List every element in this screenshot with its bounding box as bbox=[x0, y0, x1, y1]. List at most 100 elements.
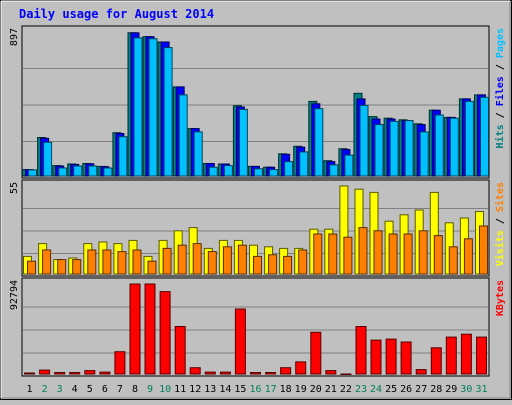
bar-kbytes-day-1 bbox=[24, 372, 35, 375]
x-tick-label-28: 28 bbox=[430, 384, 442, 395]
bar-pages-day-25 bbox=[389, 120, 399, 177]
panel-3: 92794 KBytes bbox=[9, 277, 506, 377]
panel-legend: Hits / Files / Pages bbox=[494, 28, 506, 148]
x-tick-label-8: 8 bbox=[132, 384, 138, 395]
chart-title: Daily usage for August 2014 bbox=[19, 7, 214, 21]
bar-pages-day-27 bbox=[419, 131, 429, 177]
bar-pages-day-4 bbox=[73, 165, 83, 177]
bar-pages-day-10 bbox=[163, 47, 173, 177]
x-tick-label-5: 5 bbox=[87, 384, 93, 395]
x-tick-label-13: 13 bbox=[204, 384, 216, 395]
series-sites bbox=[27, 225, 488, 275]
x-tick-label-26: 26 bbox=[400, 384, 412, 395]
bar-sites-day-29 bbox=[448, 246, 458, 275]
panel-ymax-label: 897 bbox=[9, 28, 20, 46]
bar-kbytes-day-11 bbox=[174, 326, 186, 375]
bar-sites-day-6 bbox=[102, 249, 112, 275]
bar-sites-day-22 bbox=[343, 236, 353, 275]
bar-kbytes-day-21 bbox=[325, 370, 337, 375]
bar-pages-day-2 bbox=[43, 141, 53, 177]
legend-visits: Visits bbox=[494, 230, 506, 266]
legend-separator: / bbox=[495, 106, 506, 124]
bar-pages-day-30 bbox=[464, 100, 474, 177]
x-tick-label-3: 3 bbox=[57, 384, 63, 395]
bar-pages-day-23 bbox=[359, 104, 369, 177]
bar-kbytes-day-28 bbox=[430, 347, 442, 375]
bar-kbytes-day-19 bbox=[295, 361, 307, 375]
x-tick-label-20: 20 bbox=[310, 384, 322, 395]
panel-frame bbox=[21, 277, 490, 377]
bar-pages-day-12 bbox=[193, 131, 203, 177]
series-kbytes bbox=[24, 283, 487, 375]
x-tick-label-21: 21 bbox=[325, 384, 337, 395]
bar-kbytes-day-16 bbox=[250, 372, 261, 375]
x-tick-label-6: 6 bbox=[102, 384, 108, 395]
x-tick-label-17: 17 bbox=[265, 384, 277, 395]
bar-sites-day-18 bbox=[283, 255, 293, 275]
bar-pages-day-28 bbox=[434, 114, 444, 177]
bar-pages-day-17 bbox=[269, 169, 279, 177]
bar-kbytes-day-10 bbox=[159, 291, 171, 375]
bar-kbytes-day-13 bbox=[204, 371, 216, 375]
bar-sites-day-26 bbox=[403, 233, 413, 275]
bar-sites-day-27 bbox=[418, 230, 428, 275]
legend-separator: / bbox=[495, 58, 506, 76]
bar-kbytes-day-5 bbox=[84, 370, 96, 375]
bar-pages-day-7 bbox=[118, 136, 128, 177]
bar-pages-day-31 bbox=[480, 96, 489, 177]
bar-pages-day-3 bbox=[58, 167, 68, 177]
bar-sites-day-28 bbox=[433, 235, 443, 275]
x-tick-label-10: 10 bbox=[159, 384, 171, 395]
legend-sites: Sites bbox=[494, 182, 506, 212]
bar-kbytes-day-22 bbox=[340, 373, 352, 375]
bar-sites-day-9 bbox=[147, 260, 157, 275]
legend-pages: Pages bbox=[495, 28, 506, 58]
bar-pages-day-11 bbox=[178, 94, 188, 177]
bar-kbytes-day-18 bbox=[280, 367, 292, 375]
bar-sites-day-13 bbox=[207, 251, 217, 275]
bar-kbytes-day-6 bbox=[99, 371, 111, 375]
bar-sites-day-3 bbox=[57, 259, 67, 275]
x-tick-label-24: 24 bbox=[370, 384, 382, 395]
bar-kbytes-day-27 bbox=[415, 369, 427, 375]
bar-kbytes-day-7 bbox=[114, 351, 126, 375]
bar-sites-day-31 bbox=[479, 225, 488, 275]
bar-kbytes-day-29 bbox=[445, 336, 457, 375]
x-tick-label-2: 2 bbox=[42, 384, 48, 395]
bar-kbytes-day-2 bbox=[39, 369, 51, 375]
bar-sites-day-15 bbox=[237, 244, 247, 275]
bar-sites-day-7 bbox=[117, 251, 127, 275]
bar-pages-day-8 bbox=[133, 37, 143, 177]
x-tick-label-1: 1 bbox=[26, 384, 32, 395]
bar-kbytes-day-31 bbox=[476, 336, 487, 375]
bar-kbytes-day-17 bbox=[265, 372, 277, 375]
bar-pages-day-21 bbox=[329, 164, 339, 177]
bar-sites-day-1 bbox=[27, 260, 36, 275]
bar-sites-day-17 bbox=[268, 254, 278, 275]
bar-sites-day-20 bbox=[313, 233, 323, 275]
x-tick-label-30: 30 bbox=[460, 384, 472, 395]
panel-1: 897 Hits / Files / Pages bbox=[9, 25, 506, 179]
bar-sites-day-5 bbox=[87, 249, 97, 275]
bar-pages-day-13 bbox=[208, 166, 218, 177]
x-tick-label-14: 14 bbox=[219, 384, 231, 395]
bar-sites-day-25 bbox=[388, 233, 398, 275]
series-pages bbox=[28, 37, 489, 177]
x-tick-label-16: 16 bbox=[249, 384, 261, 395]
x-tick-label-9: 9 bbox=[147, 384, 153, 395]
bar-pages-day-18 bbox=[284, 161, 294, 177]
bar-sites-day-4 bbox=[72, 259, 82, 275]
bar-kbytes-day-23 bbox=[355, 326, 367, 375]
bar-sites-day-10 bbox=[162, 247, 172, 275]
x-tick-label-22: 22 bbox=[340, 384, 352, 395]
panel-ymax-label: 55 bbox=[9, 182, 20, 194]
bar-pages-day-24 bbox=[374, 124, 384, 177]
panel-ymax-label: 92794 bbox=[9, 280, 20, 310]
bar-sites-day-23 bbox=[358, 227, 368, 275]
bar-pages-day-29 bbox=[449, 117, 459, 177]
legend-files: Files bbox=[494, 76, 506, 106]
bar-sites-day-24 bbox=[373, 230, 383, 275]
bar-kbytes-day-25 bbox=[385, 338, 397, 375]
